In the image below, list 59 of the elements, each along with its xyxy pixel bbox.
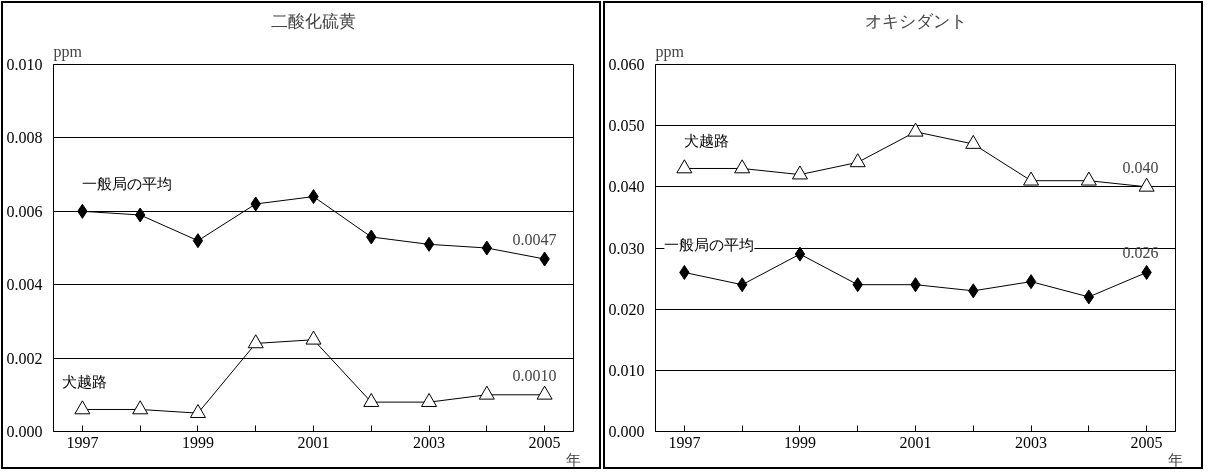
point [421,392,438,407]
x-tick-label: 2001 [899,433,932,451]
x-tick-label: 1997 [66,433,99,451]
point [849,153,866,168]
point [192,233,204,249]
y-axis-title: ppm [655,42,685,61]
point [478,385,495,400]
chart-title: 二酸化硫黄 [271,10,356,31]
x-tick-label: 1999 [783,433,816,451]
point [907,122,924,137]
point [1080,171,1097,186]
annotation: 0.026 [1122,244,1159,262]
x-tick-label: 2003 [1015,433,1048,451]
point [791,165,808,180]
point [363,392,380,407]
y-tick-label: 0.000 [608,423,645,440]
x-tick-label: 1997 [668,433,701,451]
y-tick-label: 0.002 [6,349,43,367]
x-tick-label: 1999 [181,433,214,451]
x-tick-label: 2005 [528,433,561,451]
y-tick-label: 0.000 [6,423,43,440]
x-tick-label: 2005 [1130,433,1163,451]
point [132,400,149,415]
point [189,403,206,418]
point [1023,171,1040,186]
y-tick-label: 0.008 [6,129,43,147]
x-axis-title: 年 [566,450,581,469]
annotation: 0.0010 [512,366,557,384]
y-tick-label: 0.050 [608,117,645,135]
y-tick-label: 0.006 [6,202,43,220]
point [794,246,806,262]
point [305,330,322,345]
x-tick-label: 2003 [413,433,446,451]
annotation: 0.0047 [512,231,557,249]
point [536,385,553,400]
chart-title: オキシダント [864,10,967,31]
point [1025,274,1037,290]
y-tick-label: 0.040 [608,178,645,196]
point [676,159,693,174]
y-tick-label: 0.020 [608,300,645,318]
series-label: 一般局の平均 [664,236,755,255]
y-tick-label: 0.010 [6,56,43,73]
series-label: 犬越路 [684,132,730,151]
y-tick-label: 0.010 [608,361,645,379]
x-tick-label: 2001 [297,433,330,451]
series-label: 犬越路 [62,373,108,392]
point [1138,177,1155,192]
series-label: 一般局の平均 [82,175,173,194]
y-tick-label: 0.060 [608,56,645,73]
y-tick-label: 0.030 [608,239,645,257]
point [965,134,982,149]
point [74,400,91,415]
point [247,334,264,349]
x-axis-title: 年 [1168,450,1183,469]
annotation: 0.040 [1122,158,1159,176]
point [734,159,751,174]
y-tick-label: 0.004 [6,276,43,294]
y-axis-title: ppm [53,42,83,61]
point [423,236,435,252]
